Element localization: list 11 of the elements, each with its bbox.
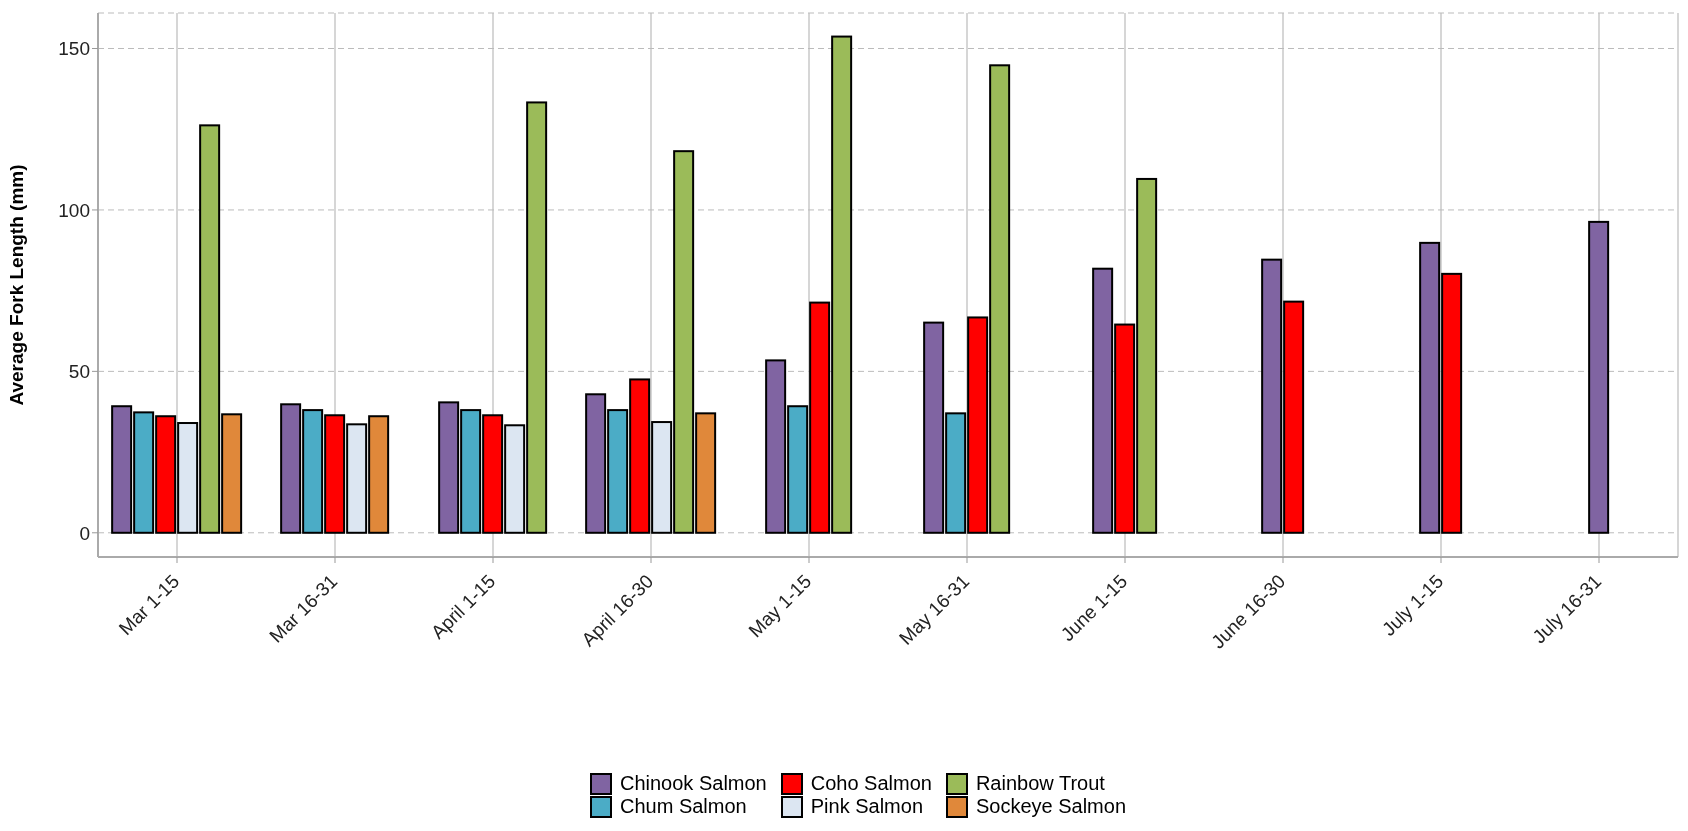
y-tick-label: 150 — [58, 38, 90, 60]
legend-label: Sockeye Salmon — [975, 795, 1126, 818]
legend-label: Pink Salmon — [810, 795, 924, 818]
legend-label: Chum Salmon — [619, 795, 747, 818]
y-tick-label: 50 — [68, 361, 90, 383]
legend-label: Coho Salmon — [810, 772, 932, 795]
y-axis-title: Average Fork Length (mm) — [5, 164, 27, 406]
legend-label: Chinook Salmon — [619, 772, 767, 795]
y-tick-label: 0 — [79, 522, 90, 544]
legend-label: Rainbow Trout — [975, 772, 1105, 795]
y-tick-label: 100 — [58, 199, 90, 221]
